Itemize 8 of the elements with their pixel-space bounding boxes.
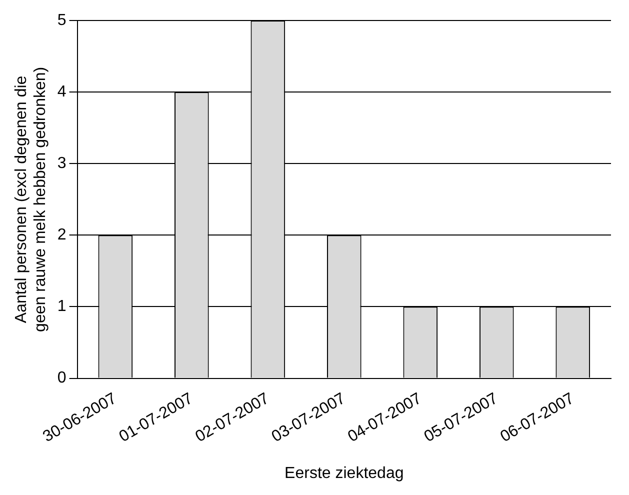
y-tick-label: 5 [57, 12, 66, 30]
y-axis-title: Aantal personen (excl degenen die geen rauwe melk hebben gedronken) [13, 66, 50, 332]
y-tick-label: 0 [57, 370, 66, 387]
y-tick-label: 3 [57, 155, 66, 172]
y-tick-label: 2 [57, 226, 66, 244]
x-axis-title: Eerste ziektedag [284, 464, 404, 482]
y-tick-label: 4 [57, 84, 66, 101]
y-tick-label: 1 [57, 298, 66, 316]
